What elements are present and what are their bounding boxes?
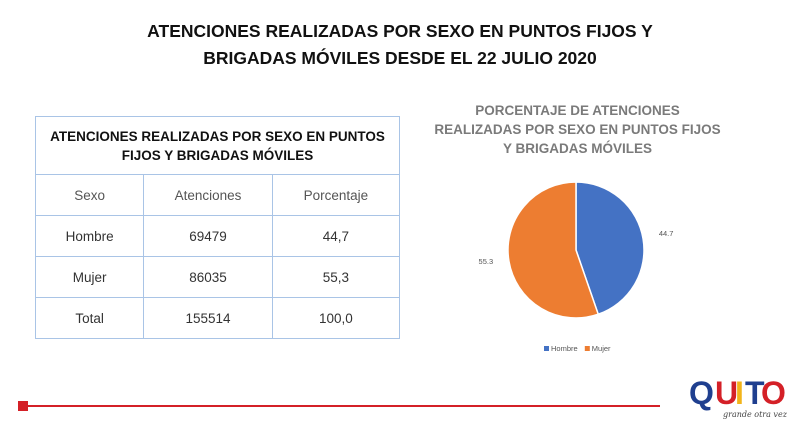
cell-atenciones: 86035 [143, 256, 273, 298]
chart-title-line-1: PORCENTAJE DE ATENCIONES [475, 103, 680, 118]
chart-title-line-2: REALIZADAS POR SEXO EN PUNTOS FIJOS [434, 122, 721, 137]
pie-slice-hombre [575, 181, 645, 316]
footer-accent-square [18, 401, 28, 411]
header-porcentaje: Porcentaje [271, 174, 401, 216]
cell-porcentaje: 44,7 [271, 215, 401, 257]
header-atenciones: Atenciones [143, 174, 273, 216]
legend-swatch-hombre [544, 346, 549, 351]
slide-title-line-2: BRIGADAS MÓVILES DESDE EL 22 JULIO 2020 [203, 48, 597, 68]
chart-title: PORCENTAJE DE ATENCIONES REALIZADAS POR … [425, 101, 730, 158]
attendance-table: ATENCIONES REALIZADAS POR SEXO EN PUNTOS… [34, 116, 401, 339]
footer-divider [28, 405, 660, 407]
table-row: Mujer 86035 55,3 [34, 256, 401, 298]
chart-title-line-3: Y BRIGADAS MÓVILES [502, 141, 653, 156]
table-header-row: Sexo Atenciones Porcentaje [34, 174, 401, 216]
table-caption: ATENCIONES REALIZADAS POR SEXO EN PUNTOS… [35, 116, 400, 175]
cell-atenciones: 69479 [143, 215, 273, 257]
cell-atenciones: 155514 [143, 297, 273, 339]
cell-sexo: Hombre [34, 215, 145, 257]
table-row: Total 155514 100,0 [34, 297, 401, 339]
logo-letter: Q [689, 375, 714, 411]
table-row: Hombre 69479 44,7 [34, 215, 401, 257]
slide-title: ATENCIONES REALIZADAS POR SEXO EN PUNTOS… [60, 18, 740, 72]
cell-sexo: Mujer [34, 256, 145, 298]
logo-letter: T [745, 375, 765, 411]
cell-porcentaje: 55,3 [271, 256, 401, 298]
legend-label-mujer: Mujer [592, 344, 611, 353]
logo-letter: I [735, 375, 744, 411]
legend-label-hombre: Hombre [551, 344, 578, 353]
slide-title-line-1: ATENCIONES REALIZADAS POR SEXO EN PUNTOS… [147, 21, 653, 41]
pie-chart: 44.7 55.3 Hombre Mujer [479, 181, 674, 353]
pie-slice-mujer [507, 181, 600, 319]
quito-logo-mark: Q UI TO [689, 375, 786, 411]
data-label-hombre: 44.7 [659, 229, 674, 238]
header-sexo: Sexo [34, 174, 145, 216]
logo-letter: O [761, 375, 786, 411]
logo-letter: U [715, 375, 738, 411]
data-label-mujer: 55.3 [479, 257, 494, 266]
legend-swatch-mujer [584, 346, 590, 351]
cell-sexo: Total [34, 297, 145, 339]
logo-tagline: grande otra vez [723, 410, 787, 419]
cell-porcentaje: 100,0 [271, 297, 401, 339]
